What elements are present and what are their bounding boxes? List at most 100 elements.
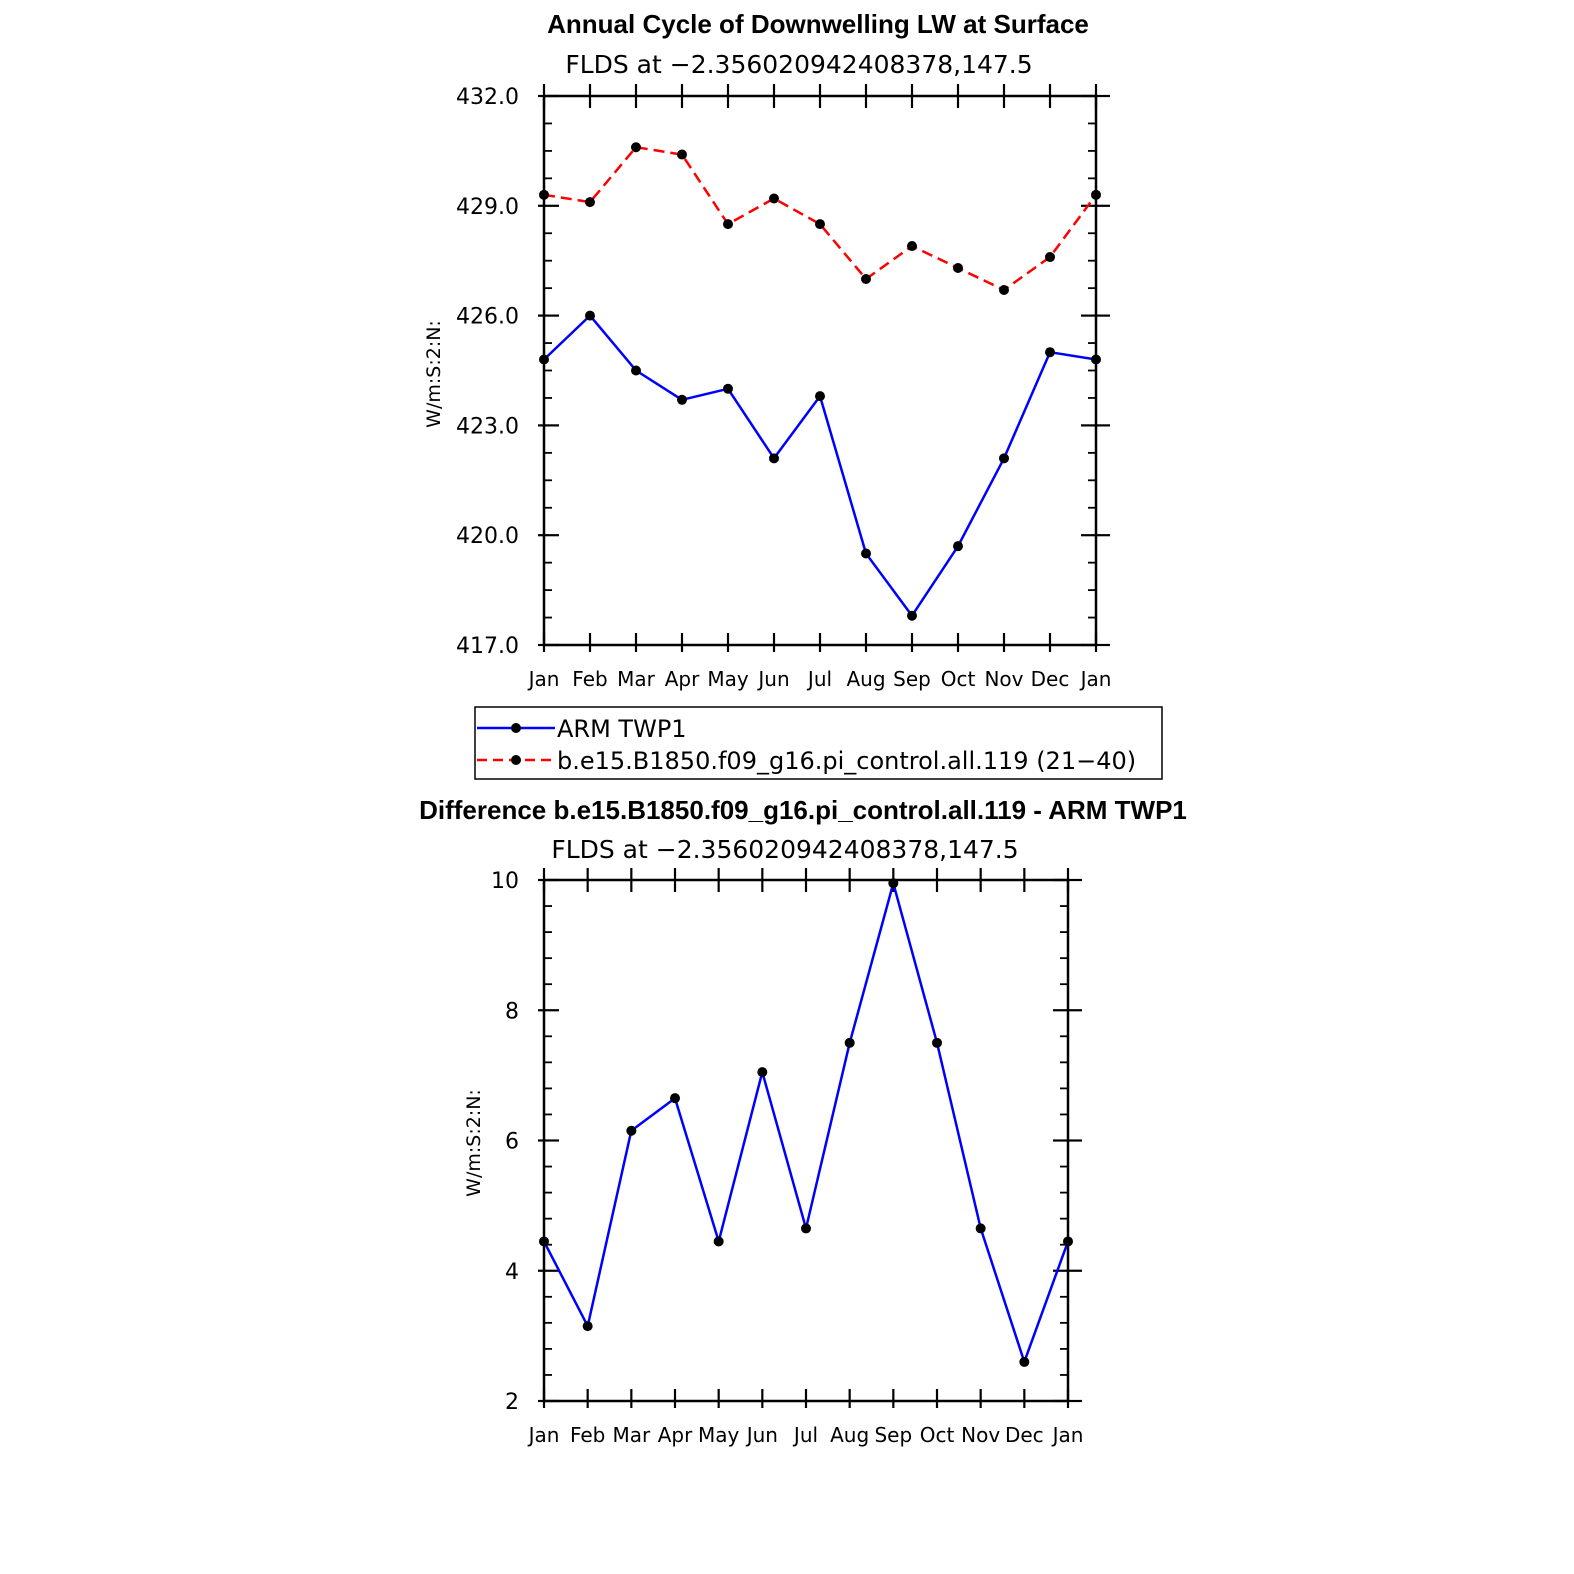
data-point: [953, 263, 963, 274]
x-tick-label: Aug: [830, 1423, 869, 1447]
chart-subtitle: FLDS at −2.356020942408378,147.5: [565, 50, 1032, 79]
data-point: [631, 365, 641, 376]
x-tick-label: May: [707, 667, 749, 691]
y-tick-label: 6: [505, 1130, 519, 1155]
data-point: [999, 453, 1009, 464]
x-tick-labels: Jan Feb Mar Apr May Jun Jul Aug Sep Oct Nov Dec Jan: [527, 1423, 1084, 1447]
legend-label-arm-twp1: ARM TWP1: [557, 715, 687, 743]
x-tick-label: Jan: [527, 667, 560, 691]
x-tick-labels: Jan Feb Mar Apr May Jun Jul Aug Sep Oct Nov Dec Jan: [527, 667, 1112, 691]
y-tick-label: 420.0: [456, 524, 519, 549]
x-tick-label: Apr: [665, 667, 700, 691]
plot-series: [539, 142, 1101, 621]
x-tick-label: Mar: [617, 667, 656, 691]
x-tick-label: Nov: [961, 1423, 1000, 1447]
data-point: [539, 189, 549, 200]
x-tick-label: Jul: [792, 1423, 818, 1447]
data-point: [907, 610, 917, 621]
y-tick-labels: 2 4 6 8 10: [491, 869, 519, 1415]
data-point: [626, 1125, 637, 1136]
y-axis-label: W/m:S:2:N:: [423, 320, 445, 428]
data-point: [769, 193, 779, 204]
y-tick-label: 426.0: [456, 305, 519, 330]
data-point: [582, 1321, 593, 1332]
y-tick-label: 429.0: [456, 195, 519, 220]
x-tick-label: Feb: [570, 1423, 605, 1447]
plot-series: [539, 878, 1073, 1367]
x-tick-label: Jun: [745, 1423, 778, 1447]
legend: ARM TWP1 b.e15.B1850.f09_g16.pi_control.…: [474, 706, 1163, 780]
data-point: [713, 1236, 724, 1247]
data-point: [907, 241, 917, 252]
data-point: [815, 391, 825, 402]
x-tick-label: Apr: [658, 1423, 693, 1447]
x-tick-label: Oct: [941, 667, 976, 691]
plot-frame: [538, 868, 1082, 1408]
data-point: [631, 142, 641, 153]
chart-title: Difference b.e15.B1850.f09_g16.pi_contro…: [419, 795, 1187, 825]
data-point: [677, 394, 687, 405]
data-point: [723, 219, 733, 230]
y-tick-label: 4: [505, 1260, 519, 1285]
data-point: [585, 310, 595, 321]
data-point: [932, 1037, 942, 1048]
y-tick-label: 10: [491, 869, 519, 894]
data-point: [1091, 189, 1101, 200]
annual-cycle-chart: Annual Cycle of Downwelling LW at Surfac…: [423, 9, 1111, 691]
x-tick-label: Feb: [572, 667, 607, 691]
data-point: [953, 541, 963, 552]
x-tick-label: Dec: [1005, 1423, 1044, 1447]
y-tick-labels: 417.0 420.0 423.0 426.0 429.0 432.0: [456, 85, 519, 659]
x-tick-label: Jan: [1079, 667, 1112, 691]
data-point: [1045, 252, 1055, 263]
x-tick-label: Jul: [806, 667, 832, 691]
data-point: [723, 383, 733, 394]
y-tick-label: 2: [505, 1390, 519, 1415]
x-tick-label: Sep: [874, 1423, 912, 1447]
chart-title: Annual Cycle of Downwelling LW at Surfac…: [547, 9, 1089, 39]
data-point: [861, 274, 871, 284]
x-tick-label: Dec: [1031, 667, 1070, 691]
data-point: [815, 219, 825, 230]
data-point: [539, 354, 549, 365]
data-point: [585, 197, 595, 208]
legend-marker-model: [511, 755, 521, 765]
y-tick-label: 432.0: [456, 85, 519, 110]
y-tick-label: 423.0: [456, 414, 519, 439]
data-point: [861, 548, 871, 559]
x-tick-label: May: [698, 1423, 740, 1447]
x-tick-label: Aug: [846, 667, 885, 691]
y-axis-label: W/m:S:2:N:: [463, 1089, 485, 1197]
data-point: [1063, 1236, 1073, 1247]
data-point: [975, 1223, 986, 1234]
x-tick-label: Jun: [756, 667, 789, 691]
data-point: [1019, 1356, 1030, 1367]
data-point: [844, 1037, 855, 1048]
legend-marker-arm-twp1: [511, 723, 521, 733]
data-point: [999, 284, 1009, 295]
legend-box: [474, 706, 1163, 780]
chart-subtitle: FLDS at −2.356020942408378,147.5: [551, 835, 1018, 864]
data-point: [769, 453, 779, 464]
legend-label-model: b.e15.B1850.f09_g16.pi_control.all.119 (…: [557, 747, 1136, 775]
data-point: [757, 1067, 768, 1078]
data-point: [670, 1093, 680, 1104]
x-tick-label: Oct: [920, 1423, 955, 1447]
data-point: [1091, 354, 1101, 365]
data-point: [888, 878, 899, 889]
plot-frame: [538, 84, 1110, 652]
x-tick-label: Mar: [612, 1423, 651, 1447]
y-tick-label: 417.0: [456, 634, 519, 659]
data-point: [677, 149, 687, 160]
x-tick-label: Nov: [984, 667, 1023, 691]
data-point: [801, 1223, 811, 1234]
x-tick-label: Sep: [893, 667, 931, 691]
data-point: [1045, 347, 1055, 358]
x-tick-label: Jan: [1051, 1423, 1084, 1447]
data-point: [539, 1236, 549, 1247]
difference-chart: Difference b.e15.B1850.f09_g16.pi_contro…: [419, 795, 1187, 1447]
x-tick-label: Jan: [527, 1423, 560, 1447]
y-tick-label: 8: [505, 999, 519, 1024]
